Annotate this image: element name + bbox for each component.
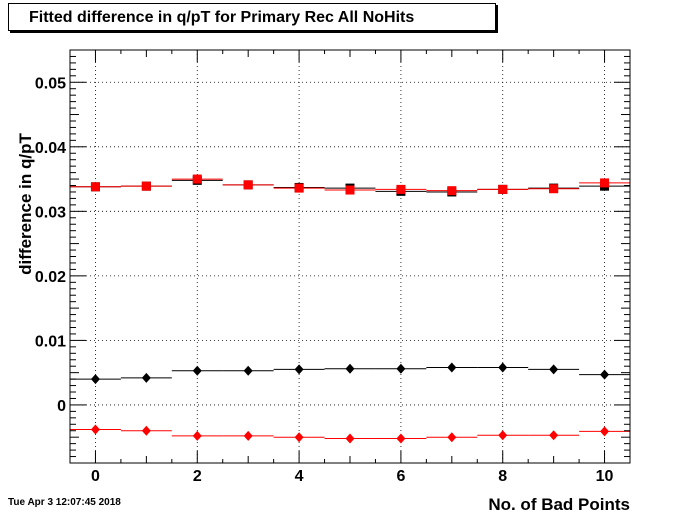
data-point-diamond: [345, 363, 355, 374]
data-point-square: [243, 180, 253, 190]
data-point-diamond: [447, 362, 457, 373]
data-point-diamond: [396, 433, 406, 444]
x-tick-label: 8: [498, 468, 507, 485]
data-point-diamond: [447, 432, 457, 443]
data-point-diamond: [141, 372, 151, 383]
x-tick-label: 2: [193, 468, 202, 485]
data-point-square: [90, 182, 100, 192]
data-point-square: [345, 185, 355, 195]
y-tick-label: 0.03: [35, 204, 66, 221]
y-tick-label: 0.04: [35, 140, 66, 157]
data-point-diamond: [549, 430, 559, 441]
data-point-square: [549, 184, 559, 194]
data-point-diamond: [243, 365, 253, 376]
x-tick-label: 0: [91, 468, 100, 485]
chart-title: Fitted difference in q/pT for Primary Re…: [29, 9, 415, 26]
axes-layer: 0 2 4 6 8 10 0 0.01 0.02 0.03 0.04 0.05: [35, 49, 631, 485]
data-point-square: [294, 183, 304, 193]
data-point-square: [447, 186, 457, 196]
plot-frame: [69, 49, 631, 464]
grid-layer: [70, 50, 630, 463]
data-point-diamond: [141, 425, 151, 436]
y-tick-label: 0.02: [35, 269, 66, 286]
data-point-square: [396, 184, 406, 194]
y-tick-label: 0.05: [35, 75, 66, 92]
data-point-diamond: [396, 363, 406, 374]
x-tick-label: 4: [295, 468, 304, 485]
chart-title-box: Fitted difference in q/pT for Primary Re…: [8, 3, 496, 31]
data-point-square: [141, 181, 151, 191]
timestamp: Tue Apr 3 12:07:45 2018: [8, 497, 121, 508]
y-tick-label: 0.01: [35, 333, 66, 350]
data-point-diamond: [498, 362, 508, 373]
data-point-diamond: [549, 364, 559, 375]
x-axis-title: No. of Bad Points: [488, 495, 630, 514]
data-point-square: [498, 184, 508, 194]
data-series: [70, 362, 630, 385]
data-point-diamond: [294, 432, 304, 443]
data-point-diamond: [600, 426, 610, 437]
data-point-diamond: [90, 424, 100, 435]
data-series: [70, 424, 630, 444]
data-point-diamond: [600, 369, 610, 380]
data-series: [70, 174, 630, 196]
data-point-diamond: [243, 430, 253, 441]
data-point-square: [600, 178, 610, 188]
data-point-diamond: [90, 374, 100, 385]
data-point-diamond: [192, 365, 202, 376]
data-point-diamond: [345, 433, 355, 444]
x-tick-label: 10: [596, 468, 614, 485]
series-layer: [70, 174, 630, 444]
y-tick-label: 0: [57, 398, 66, 415]
x-tick-label: 6: [396, 468, 405, 485]
data-point-diamond: [294, 364, 304, 375]
data-point-diamond: [498, 430, 508, 441]
data-point-diamond: [192, 430, 202, 441]
y-axis-title: difference in q/pT: [16, 133, 35, 275]
data-point-square: [192, 174, 202, 184]
